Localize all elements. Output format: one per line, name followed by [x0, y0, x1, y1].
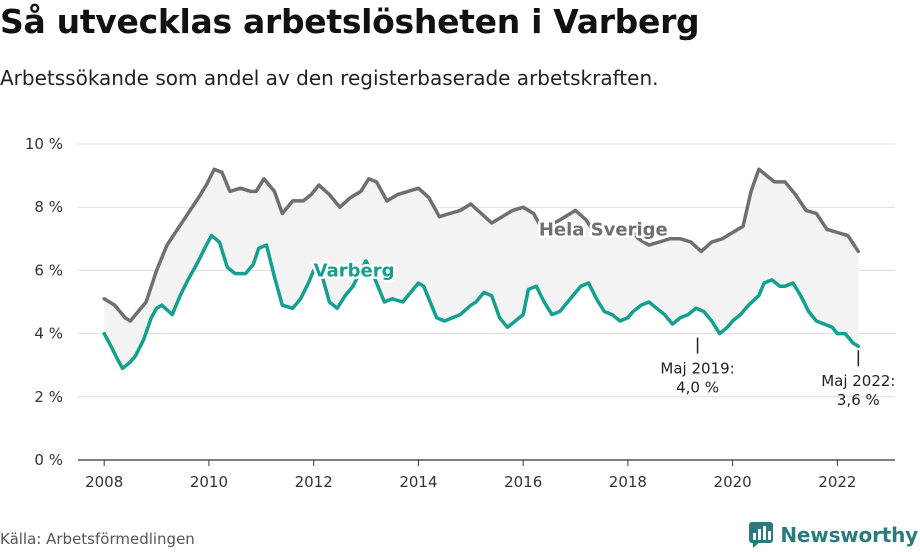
x-tick-label: 2010 [190, 473, 228, 491]
y-tick-label: 2 % [34, 388, 63, 406]
x-tick-label: 2016 [504, 473, 542, 491]
y-tick-label: 4 % [34, 325, 63, 343]
gap-band-area [104, 169, 859, 368]
y-tick-label: 6 % [34, 261, 63, 279]
series-label-varberg: Varberg [314, 260, 395, 281]
annotation-date: Maj 2022: [821, 372, 895, 390]
y-tick-label: 8 % [34, 198, 63, 216]
gap-band [104, 169, 859, 368]
series-lines [102, 167, 861, 371]
chart-title: Så utvecklas arbetslösheten i Varberg [0, 2, 700, 41]
annotation-value: 4,0 % [676, 379, 719, 397]
series-line-hela-sverige [102, 167, 861, 323]
series-label-hela-sverige: Hela Sverige [539, 219, 668, 240]
source-text: Källa: Arbetsförmedlingen [0, 530, 195, 548]
y-tick-label: 10 % [25, 135, 63, 153]
x-tick-label: 2022 [818, 473, 856, 491]
newsworthy-logo: Newsworthy [748, 520, 918, 550]
y-tick-label: 0 % [34, 451, 63, 469]
annotation-value: 3,6 % [837, 391, 880, 409]
brand-name: Newsworthy [780, 523, 918, 547]
series-label-hela-sverige-halo: Hela Sverige [539, 219, 668, 240]
x-axis: 0 % 2 % 4 % 6 % 8 % 10 % 2008 2010 2012 2014 2016 2… [25, 135, 895, 491]
x-tick-label: 2020 [714, 473, 752, 491]
chart-bubble-icon [749, 522, 774, 548]
chart-subtitle: Arbetssökande som andel av den registerb… [0, 66, 659, 90]
series-label-varberg-halo: Varberg [314, 260, 395, 281]
x-tick-label: 2012 [295, 473, 333, 491]
x-tick-label: 2018 [609, 473, 647, 491]
x-tick-label: 2008 [85, 473, 123, 491]
series-line-varberg [102, 233, 861, 371]
x-tick-label: 2014 [399, 473, 437, 491]
annotations: Maj 2019:4,0 % Maj 2022:3,6 % [660, 337, 895, 409]
annotation-date: Maj 2019: [660, 360, 734, 378]
